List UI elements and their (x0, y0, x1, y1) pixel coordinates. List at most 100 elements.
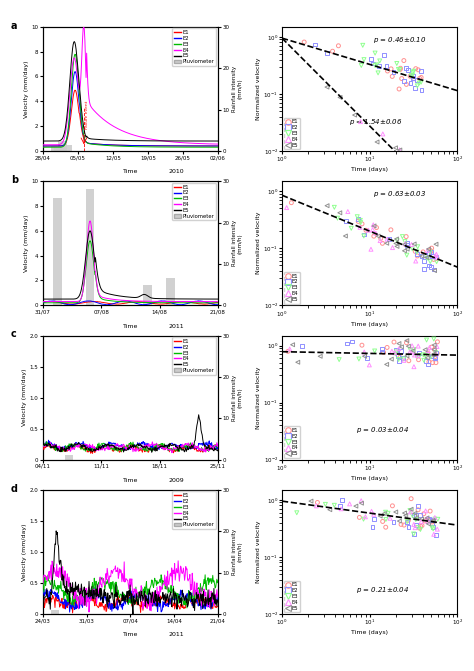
Legend: E1, E2, E3, E4, E5: E1, E2, E3, E4, E5 (283, 426, 300, 458)
Point (425, 513, 433, 524)
Point (432, 349, 440, 360)
Point (370, 58, 377, 69)
Point (392, 348, 399, 359)
Point (418, 148, 425, 159)
Point (409, 70, 416, 81)
Point (403, 244, 411, 254)
Point (379, 238, 386, 249)
Point (403, 517, 411, 527)
Point (392, 507, 400, 517)
Text: $p$ = 0.21±0.04: $p$ = 0.21±0.04 (356, 584, 409, 595)
Point (420, 256, 428, 266)
Point (405, 521, 412, 532)
Point (434, 524, 441, 535)
Point (423, 352, 431, 363)
Point (393, 236, 401, 246)
Point (394, 350, 401, 361)
Point (430, 333, 438, 344)
Point (410, 66, 418, 76)
Point (369, 224, 376, 235)
Point (413, 512, 420, 523)
Point (417, 76, 425, 87)
Point (414, 522, 421, 533)
Text: Time: Time (123, 169, 138, 174)
Point (395, 338, 403, 349)
Point (423, 513, 431, 524)
Point (429, 357, 437, 368)
Y-axis label: Rainfall intensity
(mm/h): Rainfall intensity (mm/h) (232, 220, 243, 266)
Point (430, 254, 438, 265)
Point (418, 251, 426, 262)
Point (370, 509, 378, 520)
Bar (51, 146, 59, 151)
Point (355, 216, 362, 227)
Point (412, 510, 419, 521)
Point (385, 234, 393, 244)
Point (383, 60, 390, 71)
Point (414, 64, 422, 75)
Bar (51, 610, 59, 614)
Point (395, 356, 403, 367)
Point (410, 510, 418, 521)
Point (427, 256, 434, 267)
Point (419, 246, 427, 257)
Point (374, 68, 382, 79)
Point (370, 513, 378, 524)
Bar (166, 278, 175, 305)
Point (421, 350, 429, 361)
Point (423, 335, 430, 346)
Point (417, 72, 425, 83)
Legend: E1, E2, E3, E4, E5, Pluviometer: E1, E2, E3, E4, E5, Pluviometer (173, 337, 217, 374)
Point (416, 509, 424, 520)
Y-axis label: Normalized velocity: Normalized velocity (255, 58, 261, 120)
Point (337, 503, 345, 514)
Point (386, 513, 394, 523)
Point (408, 239, 415, 250)
Point (414, 242, 421, 252)
Point (422, 356, 429, 366)
Point (433, 249, 440, 260)
Point (334, 213, 341, 223)
Point (322, 499, 329, 510)
Text: Failure event: Failure event (85, 100, 89, 129)
Point (396, 145, 404, 156)
Point (434, 336, 441, 347)
Point (421, 515, 428, 526)
Point (401, 238, 409, 249)
Point (405, 356, 412, 366)
Point (424, 516, 431, 527)
Point (403, 250, 410, 260)
Text: b: b (11, 175, 18, 185)
Point (396, 64, 403, 74)
Point (427, 245, 434, 256)
Point (430, 340, 438, 350)
Point (389, 501, 396, 511)
Point (338, 495, 346, 506)
Point (362, 225, 370, 236)
Point (383, 234, 391, 245)
Point (390, 337, 398, 348)
Point (346, 499, 354, 509)
Point (370, 219, 377, 230)
Point (377, 233, 384, 244)
Point (342, 231, 349, 242)
Point (392, 346, 400, 357)
Point (401, 239, 408, 250)
Point (424, 245, 431, 256)
Text: $p$ = 1.54±0.06: $p$ = 1.54±0.06 (349, 117, 402, 127)
Point (370, 231, 378, 242)
Point (415, 501, 422, 512)
Point (411, 522, 419, 533)
Point (421, 250, 428, 260)
Point (428, 250, 436, 261)
Text: $p$ = 0.46±0.10: $p$ = 0.46±0.10 (373, 35, 427, 45)
Point (419, 350, 427, 360)
Point (356, 215, 364, 225)
X-axis label: Time (days): Time (days) (351, 321, 388, 327)
Point (408, 70, 415, 81)
Point (399, 353, 407, 364)
Point (425, 356, 433, 367)
X-axis label: Time (days): Time (days) (351, 630, 388, 635)
Point (392, 234, 400, 244)
Point (403, 238, 411, 248)
